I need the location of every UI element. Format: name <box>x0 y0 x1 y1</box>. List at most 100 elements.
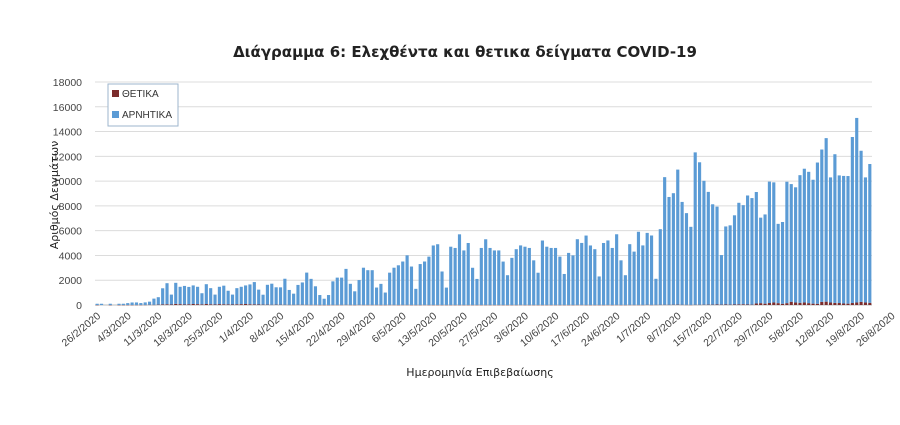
bar-negative <box>471 267 475 305</box>
bar-positive <box>741 304 745 305</box>
bar-negative <box>449 246 453 305</box>
bar-negative <box>859 150 863 302</box>
bar-negative <box>248 284 252 305</box>
bar-negative <box>405 255 409 305</box>
bar-negative <box>811 179 815 304</box>
y-tick-label: 10000 <box>53 176 82 188</box>
bar-negative <box>121 303 125 305</box>
bar-negative <box>213 294 217 305</box>
bar-negative <box>532 260 536 305</box>
bar-negative <box>366 270 370 305</box>
bar-negative <box>754 192 758 304</box>
bar-negative <box>444 287 448 305</box>
bar-negative <box>855 117 859 303</box>
bar-negative <box>842 175 846 304</box>
bar-negative <box>597 276 601 305</box>
bar-negative <box>684 213 689 305</box>
bar-negative <box>868 164 872 303</box>
bar-negative <box>828 177 833 303</box>
bar-negative <box>462 250 466 305</box>
bar-negative <box>309 278 313 305</box>
bar-negative <box>545 246 549 305</box>
bar-negative <box>663 177 667 305</box>
bar-positive <box>785 303 789 305</box>
bar-negative <box>252 282 256 305</box>
bar-negative <box>292 293 296 305</box>
bar-negative <box>388 272 392 305</box>
bar-negative <box>431 245 435 305</box>
bar-negative <box>235 288 239 305</box>
bar-positive <box>855 302 859 305</box>
legend-label-positive: ΘΕΤΙΚΑ <box>122 89 159 100</box>
bar-negative <box>383 292 387 305</box>
y-tick-label: 2000 <box>59 275 83 287</box>
bar-negative <box>261 294 265 305</box>
bar-negative <box>422 261 427 305</box>
bar-negative <box>540 240 545 305</box>
bar-negative <box>807 171 811 304</box>
bar-negative <box>156 297 160 305</box>
bar-negative <box>244 285 248 305</box>
bar-negative <box>492 250 496 305</box>
bar-negative <box>165 283 169 305</box>
bar-negative <box>776 223 780 304</box>
bar-negative <box>287 289 291 305</box>
legend-label-negative: ΑΡΝΗΤΙΚΑ <box>122 110 172 121</box>
bar-positive <box>772 302 776 305</box>
bar-positive <box>165 304 169 305</box>
bar-positive <box>802 302 806 305</box>
y-tick-label: 18000 <box>53 77 82 89</box>
bar-negative <box>702 180 706 305</box>
bar-negative <box>117 303 121 305</box>
bar-negative <box>182 285 187 305</box>
bar-negative <box>392 267 396 305</box>
y-tick-label: 4000 <box>59 250 83 262</box>
bar-negative <box>457 234 462 305</box>
bar-positive <box>811 303 815 305</box>
gridlines <box>95 81 872 306</box>
bar-negative <box>724 226 728 305</box>
bar-negative <box>370 270 374 305</box>
bar-negative <box>628 244 632 305</box>
bar-positive <box>759 303 763 305</box>
bar-negative <box>283 278 287 305</box>
bar-positive <box>837 303 841 305</box>
bar-positive <box>235 304 239 305</box>
bar-negative <box>654 278 658 305</box>
bar-negative <box>353 291 357 305</box>
bar-negative <box>453 247 457 305</box>
bar-negative <box>571 255 575 305</box>
bar-negative <box>584 235 588 305</box>
bar-negative <box>335 277 339 305</box>
bar-positive <box>217 304 221 305</box>
bar-positive <box>794 302 798 305</box>
bar-positive <box>868 302 872 305</box>
bar-positive <box>161 304 165 305</box>
bar-negative <box>837 175 841 304</box>
bar-negative <box>239 286 243 305</box>
bar-negative <box>427 256 431 305</box>
bar-negative <box>344 268 348 305</box>
bar-negative <box>588 245 593 305</box>
y-tick-label: 16000 <box>53 102 82 114</box>
bar-negative <box>440 271 444 305</box>
bar-negative <box>759 217 763 304</box>
bar-negative <box>820 149 824 302</box>
chart-title: Διάγραμμα 6: Ελεχθέντα και θετικα δείγμα… <box>233 43 697 61</box>
bar-negative <box>802 168 806 303</box>
bar-negative <box>361 267 366 305</box>
bar-negative <box>401 261 405 305</box>
bar-negative <box>305 272 309 305</box>
bar-positive <box>846 303 850 305</box>
x-axis-label: Ημερομηνία Επιβεβαίωσης <box>406 366 553 379</box>
bar-negative <box>187 286 191 305</box>
legend-swatch-negative <box>112 111 119 118</box>
bar-positive <box>859 301 863 305</box>
bar-negative <box>741 205 745 305</box>
bar-negative <box>667 196 671 305</box>
bar-negative <box>789 184 793 302</box>
bar-negative <box>750 198 754 305</box>
bar-negative <box>632 251 636 305</box>
bar-negative <box>196 286 200 305</box>
bar-negative <box>497 250 501 305</box>
